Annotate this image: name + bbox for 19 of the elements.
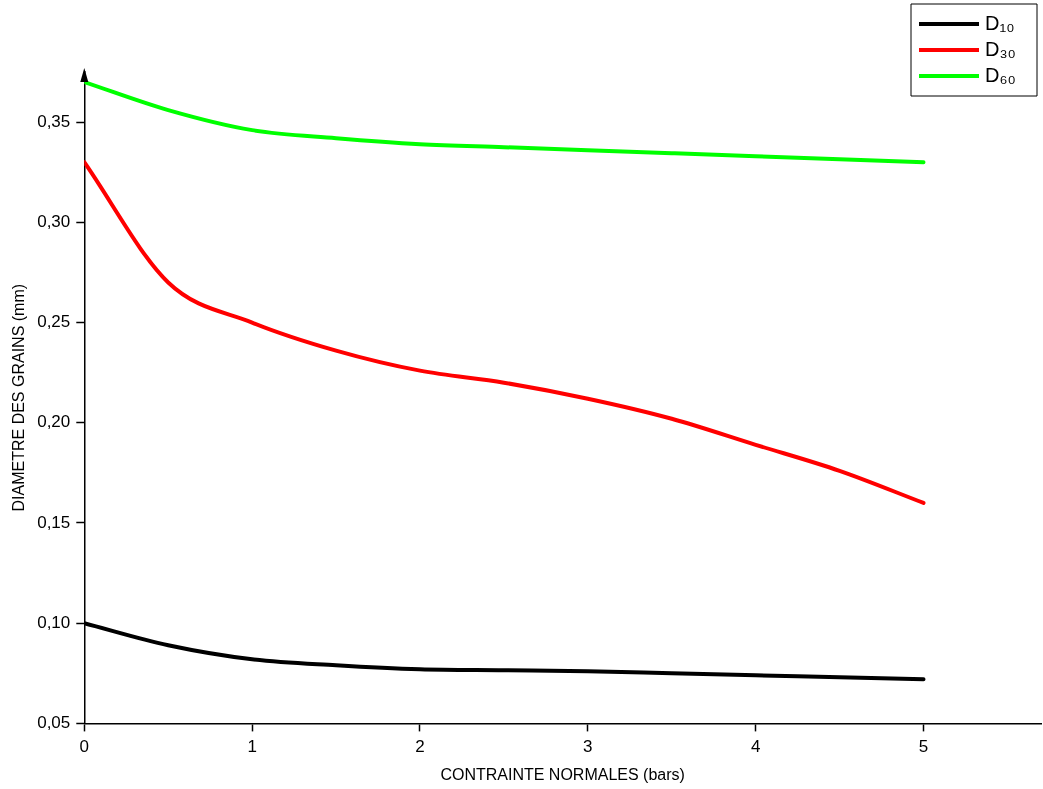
y-tick-label: 0,25 [37, 312, 71, 332]
y-tick-label: 0,30 [37, 212, 71, 232]
line-series [84, 160, 926, 505]
x-tick-label: 4 [750, 737, 761, 757]
y-tick-label: 0,10 [37, 612, 71, 632]
y-tick-label: 0,35 [37, 111, 71, 131]
x-tick-label: 0 [79, 737, 90, 757]
x-tick-label: 3 [583, 737, 593, 757]
y-tick-label: 0,20 [37, 412, 71, 432]
x-tick-label: 1 [247, 737, 257, 757]
y-tick-label: 0,05 [37, 713, 71, 733]
y-tick-label: 0,15 [37, 512, 71, 532]
x-axis-title: CONTRAINTE NORMALES (bars) [440, 765, 685, 783]
legend-label: D₁₀ [985, 11, 1015, 34]
y-axis-title: DIAMETRE DES GRAINS (mm) [10, 283, 28, 512]
legend-label: D₆₀ [985, 63, 1016, 86]
x-tick-label: 2 [415, 737, 425, 757]
legend-label: D₃₀ [985, 37, 1016, 60]
x-tick-label: 5 [918, 737, 929, 757]
